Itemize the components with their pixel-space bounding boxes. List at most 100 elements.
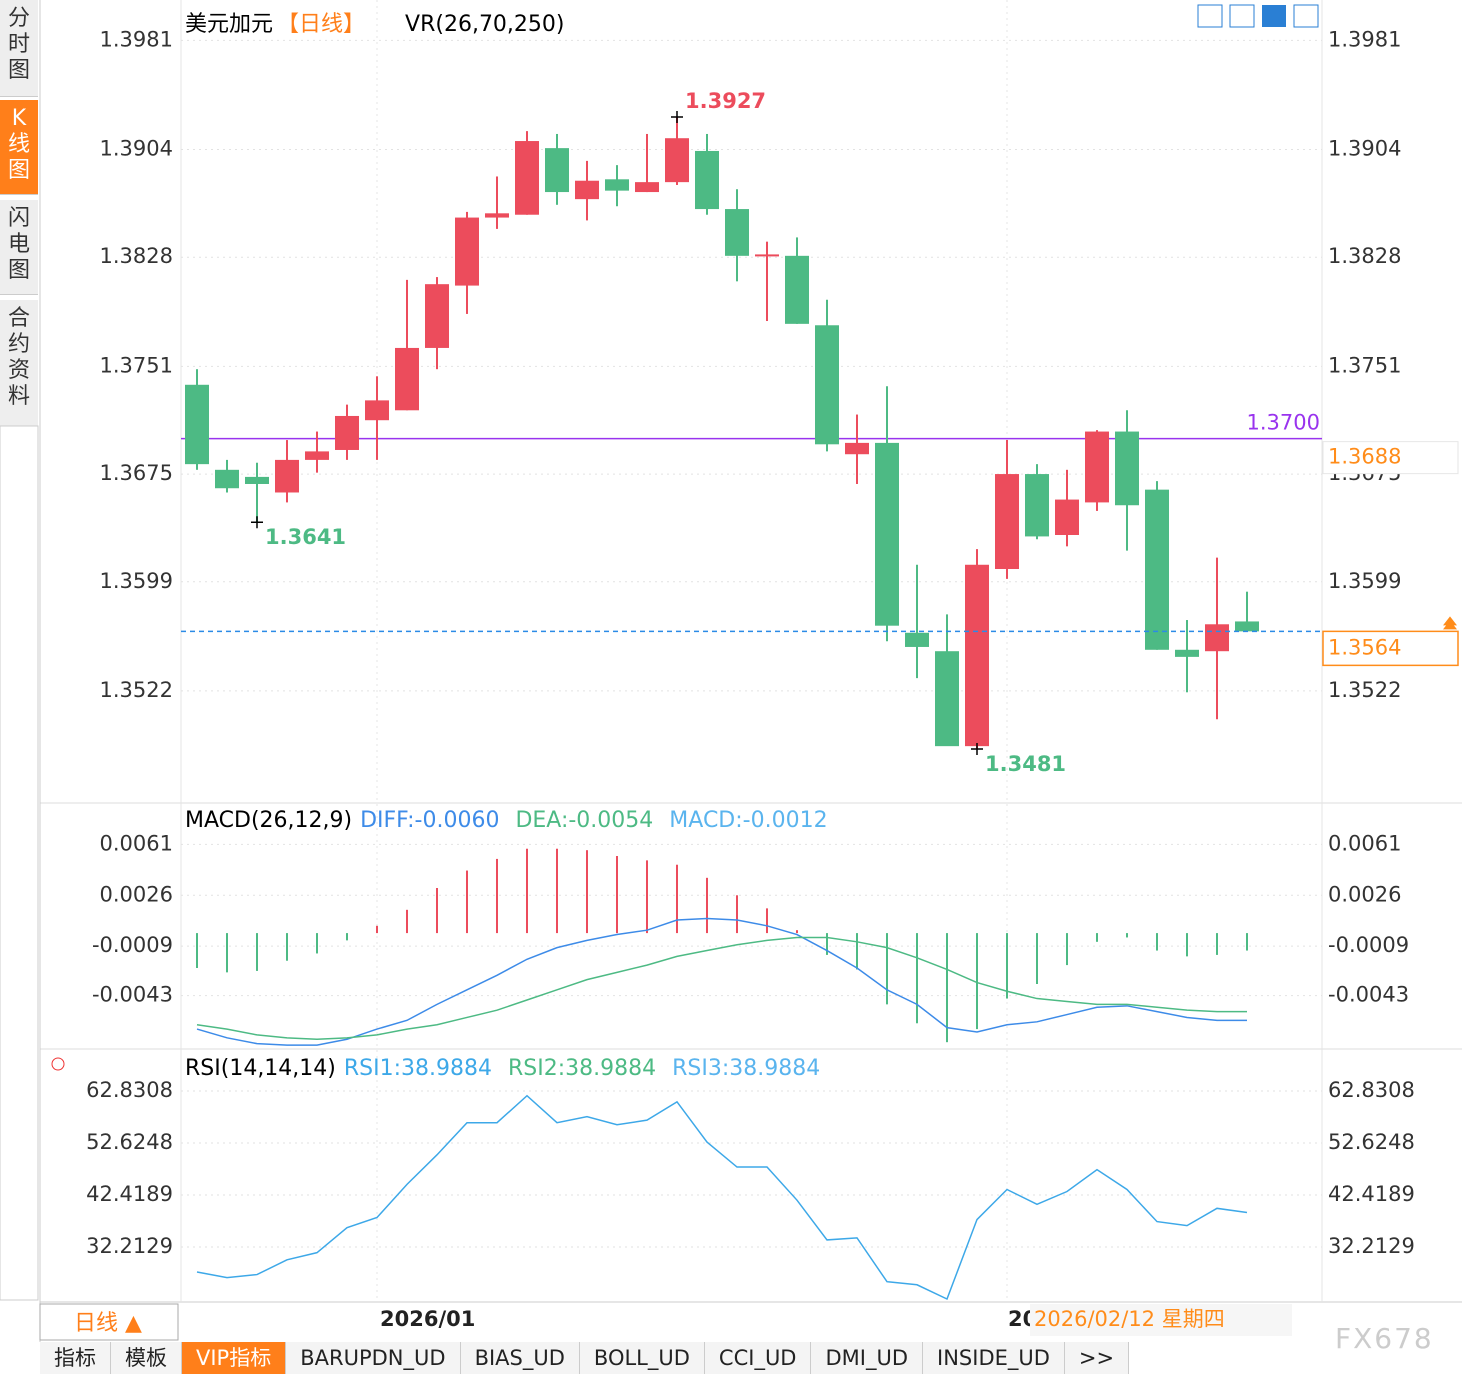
candle-body	[665, 138, 689, 183]
period-button[interactable]	[39, 1303, 179, 1341]
y-tick-label: 1.3599	[1328, 569, 1401, 593]
legend-entry: DIFF:-0.0060	[360, 808, 500, 833]
tab[interactable]: 模板	[111, 1342, 182, 1374]
y-tick-label: 0.0026	[100, 882, 173, 906]
tab-kline[interactable]: K线图	[0, 100, 38, 195]
tab-bar: 指标 模板 VIP指标 BARUPDN_UD BIAS_UD BOLL_UD CCI_UD D…	[40, 1342, 1130, 1374]
macd-line	[196, 936, 1247, 1041]
cursor-date-box	[1030, 1304, 1292, 1336]
candle-body	[935, 651, 959, 747]
tab-contract[interactable]: 合约资料	[0, 300, 38, 427]
candle-body	[965, 564, 989, 747]
tab[interactable]: BARUPDN_UD	[286, 1342, 461, 1374]
candle-body	[575, 180, 599, 200]
y-tick-label: 1.3904	[1328, 137, 1401, 161]
candle-body	[845, 442, 869, 455]
y-tick-label: 0.0026	[1328, 882, 1401, 906]
indicator: VR(26,70,250)	[405, 12, 565, 37]
y-tick-label: 0.0061	[1328, 831, 1401, 855]
y-tick-label: 1.3599	[100, 569, 173, 593]
main-legend: 美元加元 【日线】 VR(26,70,250)	[185, 6, 581, 38]
settings-icon[interactable]	[51, 1057, 65, 1071]
extreme-marker	[971, 742, 983, 755]
tab[interactable]: DMI_UD	[811, 1342, 924, 1374]
candle-body	[875, 442, 899, 626]
tab[interactable]: >>	[1064, 1342, 1130, 1374]
extreme-marker	[251, 516, 263, 529]
rsi-legend: RSI(14,14,14) RSI1:38.9884 RSI2:38.9884 RSI…	[185, 1056, 836, 1081]
candle-body	[905, 632, 929, 647]
y-tick-label: 1.3828	[1328, 244, 1401, 268]
tool-icon[interactable]	[1262, 5, 1286, 27]
y-tick-label: 52.6248	[86, 1130, 173, 1154]
y-tick-label: 1.3828	[100, 244, 173, 268]
x-label: 2026/01	[380, 1307, 475, 1331]
tab-label[interactable]: 闪电图	[7, 206, 30, 283]
candle-body	[755, 254, 779, 257]
candle-body	[785, 255, 809, 324]
y-tick-label: -0.0009	[1328, 933, 1409, 957]
y-tick-label: -0.0009	[92, 933, 173, 957]
last-price-box	[1322, 630, 1459, 667]
y-tick-label: 1.3675	[100, 461, 173, 485]
y-tick-label: -0.0043	[92, 983, 173, 1007]
tab-label[interactable]: 合约资料	[7, 306, 30, 409]
y-tick-label: 1.3981	[100, 27, 173, 51]
last-price-label: 1.3564	[1328, 635, 1401, 659]
y-tick-label: 32.2129	[1328, 1234, 1415, 1258]
candle-body	[365, 400, 389, 421]
tab-label[interactable]: 分时图	[7, 6, 30, 83]
candle-body	[1025, 474, 1049, 537]
extreme-label: 1.3481	[985, 752, 1066, 776]
candle-body	[725, 209, 749, 256]
last-price-arrow	[1443, 616, 1457, 630]
tab[interactable]: INSIDE_UD	[923, 1342, 1065, 1374]
tool-icon[interactable]	[1293, 4, 1319, 28]
candle-body	[275, 459, 299, 493]
tool-icon[interactable]	[1197, 4, 1223, 28]
tool-icon[interactable]	[1229, 4, 1255, 28]
y-tick-label: 42.4189	[86, 1182, 173, 1206]
tab-timeshare[interactable]: 分时图	[0, 0, 38, 97]
legend-entry: RSI2:38.9884	[508, 1056, 657, 1081]
tab-flash[interactable]: 闪电图	[0, 200, 38, 295]
y-tick-label: 52.6248	[1328, 1130, 1415, 1154]
y-tick-label: 0.0061	[100, 831, 173, 855]
rsi-line	[196, 1094, 1248, 1301]
y-tick-label: 1.3522	[1328, 678, 1401, 702]
candle-body	[1145, 489, 1169, 650]
candle-body	[185, 384, 209, 465]
tab[interactable]: BIAS_UD	[460, 1342, 580, 1374]
tab[interactable]: VIP指标	[182, 1342, 287, 1374]
candle-body	[545, 148, 569, 193]
candle-body	[1205, 624, 1229, 652]
y-tick-label: 1.3522	[100, 678, 173, 702]
tab[interactable]: 指标	[40, 1342, 111, 1374]
watermark: FX678	[1335, 1322, 1434, 1355]
candle-body	[635, 182, 659, 193]
tab-label[interactable]: K线图	[7, 106, 30, 183]
macd-title: MACD(26,12,9)	[185, 808, 353, 833]
legend-entry: DEA:-0.0054	[515, 808, 654, 833]
candle-body	[485, 213, 509, 218]
extreme-marker	[671, 110, 683, 123]
candle-body	[425, 284, 449, 348]
legend-entry: MACD:-0.0012	[669, 808, 828, 833]
tab[interactable]: CCI_UD	[704, 1342, 812, 1374]
period-button-label[interactable]: 日线 ▲	[74, 1311, 142, 1336]
rsi-title: RSI(14,14,14)	[185, 1056, 336, 1081]
candle-body	[395, 347, 419, 411]
candle-body	[335, 415, 359, 450]
y-tick-label: 32.2129	[86, 1234, 173, 1258]
legend-entry: RSI3:38.9884	[672, 1056, 821, 1081]
symbol: 美元加元	[185, 12, 274, 37]
extreme-label: 1.3927	[685, 89, 766, 113]
y-tick-label: -0.0043	[1328, 983, 1409, 1007]
toolbar[interactable]	[1197, 4, 1319, 28]
level-label: 1.3700	[1247, 411, 1320, 435]
y-tick-label: 42.4189	[1328, 1182, 1415, 1206]
tab[interactable]: BOLL_UD	[579, 1342, 705, 1374]
cursor-price-label: 1.3688	[1328, 445, 1401, 469]
y-tick-label: 62.8308	[1328, 1078, 1415, 1102]
